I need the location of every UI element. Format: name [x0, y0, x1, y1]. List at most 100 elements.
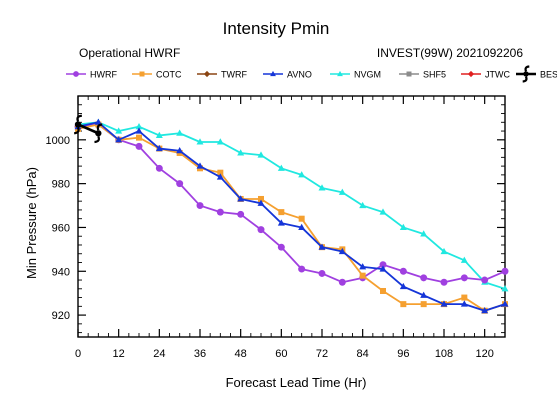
series-point-avno [237, 195, 245, 202]
legend-label-hwrf: HWRF [90, 70, 117, 80]
series-point-cotc [400, 301, 407, 308]
y-tick-label: 940 [52, 266, 70, 278]
x-tick-label: 120 [475, 348, 493, 360]
series-point-avno [318, 243, 326, 250]
series-point-nvgm [155, 131, 163, 138]
series-point-hwrf [237, 210, 245, 218]
series-area [74, 114, 509, 314]
series-point-best-arm-bottom [94, 135, 100, 144]
series-point-nvgm [460, 256, 468, 263]
x-tick-label: 24 [153, 348, 165, 360]
series-hwrf [74, 121, 509, 286]
series-point-avno [399, 282, 407, 290]
legend-swatch-marker-best [522, 65, 530, 83]
series-point-avno [176, 147, 184, 154]
series-point-nvgm [257, 151, 265, 158]
x-axis-label: Forecast Lead Time (Hr) [226, 375, 367, 390]
series-point-cotc [258, 195, 264, 202]
series-point-hwrf [135, 142, 143, 150]
series-point-best-arm-top [76, 114, 82, 122]
series-point-avno [257, 199, 265, 206]
series-point-hwrf [216, 208, 224, 216]
legend-swatch-marker-best-arm-bottom [522, 76, 528, 83]
series-point-best-center [74, 121, 82, 128]
series-line-avno [77, 121, 506, 312]
legend-swatch-marker-hwrf [73, 71, 79, 77]
series-point-cotc [420, 301, 427, 308]
series-point-avno [277, 219, 285, 226]
series-point-avno [481, 306, 489, 314]
legend-label-jtwc: JTWC [485, 70, 510, 80]
series-point-hwrf [176, 180, 184, 188]
series-point-nvgm [176, 129, 184, 136]
x-tick-label: 48 [235, 348, 247, 360]
series-point-nvgm [338, 188, 346, 195]
legend-swatch-marker-shf5 [406, 71, 412, 77]
series-point-nvgm [135, 122, 143, 130]
series-point-nvgm [298, 171, 306, 178]
series-point-hwrf [338, 278, 346, 286]
series-point-nvgm [196, 138, 204, 145]
series-point-nvgm [379, 208, 387, 215]
series-point-best [94, 123, 103, 144]
legend-label-avno: AVNO [287, 70, 312, 80]
legend-swatch-marker-cotc [139, 71, 145, 77]
series-point-best-arm-bottom [74, 127, 80, 135]
series-point-cotc [298, 215, 305, 222]
x-tick-label: 96 [397, 348, 409, 360]
series-point-hwrf [379, 261, 387, 269]
series-point-nvgm [420, 230, 428, 237]
legend-swatch-marker-best-center [523, 71, 529, 77]
chart-subtitle-right: INVEST(99W) 2021092206 [377, 46, 523, 60]
series-point-avno [379, 265, 387, 272]
x-tick-label: 12 [113, 348, 125, 360]
legend-item-cotc: COTC [132, 70, 182, 80]
series-point-hwrf [501, 267, 509, 275]
y-axis-label: Min Pressure (hPa) [24, 167, 39, 279]
x-tick-label: 36 [194, 348, 206, 360]
legend-label-cotc: COTC [156, 70, 182, 80]
plot-frame [77, 95, 506, 338]
series-point-hwrf [420, 274, 428, 282]
x-tick-label: 84 [357, 348, 369, 360]
series-point-best-center [95, 130, 102, 137]
legend-label-best: BEST [540, 70, 557, 80]
series-point-hwrf [460, 274, 468, 282]
series-point-avno [216, 173, 224, 180]
x-tick-label: 60 [275, 348, 287, 360]
legend-item-hwrf: HWRF [66, 70, 117, 80]
series-point-nvgm [440, 247, 448, 255]
series-point-avno [135, 127, 143, 134]
series-point-avno [359, 263, 367, 270]
series-point-hwrf [481, 276, 489, 284]
legend-swatch-marker-best-arm-top [524, 65, 530, 72]
axes: 0 12 24 36 48 60 72 84 96 108 120 920 940 960 980 1000 [46, 95, 506, 360]
series-line-hwrf [77, 123, 506, 284]
legend-item-jtwc: JTWC [461, 70, 510, 80]
series-point-cotc [278, 209, 285, 216]
series-point-avno [501, 300, 509, 307]
series-point-cotc [217, 169, 224, 176]
series-point-nvgm [399, 223, 407, 230]
series-point-nvgm [277, 164, 285, 171]
series-point-hwrf [298, 265, 306, 273]
series-point-best-arm-top [96, 123, 103, 131]
x-tick-label: 108 [435, 348, 453, 360]
legend-swatch-marker-nvgm [337, 70, 343, 77]
y-tick-label: 1000 [46, 135, 70, 147]
x-tick-label: 0 [75, 348, 81, 360]
series-point-avno [155, 144, 163, 152]
series-point-hwrf [257, 226, 265, 234]
legend-item-avno: AVNO [263, 70, 312, 80]
series-point-nvgm [237, 149, 245, 156]
series-line-cotc [77, 123, 506, 312]
series-point-best [74, 114, 82, 135]
y-tick-label: 980 [52, 179, 70, 191]
series-point-avno [115, 136, 123, 143]
series-point-avno [298, 223, 306, 230]
series-avno [74, 118, 509, 314]
legend-swatch-marker-avno [270, 70, 276, 77]
legend-swatch-marker-twrf [203, 70, 211, 78]
